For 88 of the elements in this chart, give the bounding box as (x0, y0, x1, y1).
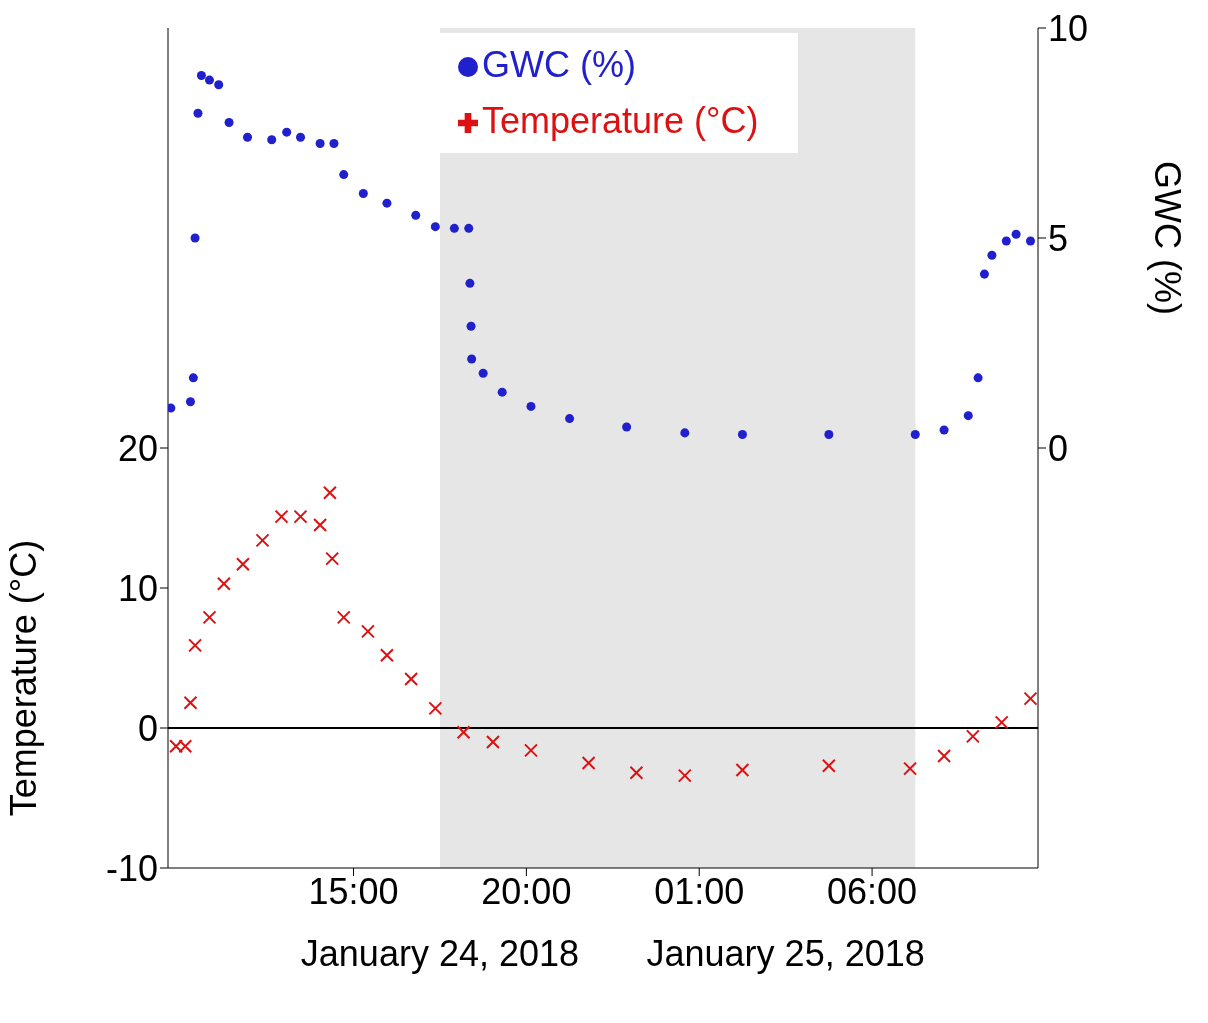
point (325, 551, 340, 566)
point (629, 765, 644, 780)
point (994, 715, 1009, 730)
point (293, 509, 308, 524)
point (296, 132, 306, 142)
text: January 24, 2018 (300, 933, 580, 974)
point (467, 354, 477, 364)
point (965, 729, 980, 744)
point (677, 768, 692, 783)
point (939, 425, 949, 435)
point (910, 430, 920, 440)
point (1023, 691, 1038, 706)
y-tick-label: 20 (117, 427, 158, 469)
y2-axis-title: GWC (%) (1147, 161, 1189, 315)
point (379, 648, 394, 663)
point (622, 422, 632, 432)
point (360, 624, 375, 639)
point (243, 132, 253, 142)
text: January 25, 2018 (646, 933, 925, 974)
point (1011, 229, 1021, 239)
point (428, 701, 443, 716)
point (937, 749, 952, 763)
point (456, 725, 471, 740)
point (322, 485, 337, 500)
x-tick-label: 15:00 (308, 870, 399, 912)
point (824, 430, 834, 440)
point (188, 373, 198, 383)
point (267, 135, 277, 145)
point (737, 430, 747, 440)
y-tick-label: -10 (105, 847, 158, 889)
point (466, 321, 476, 331)
point (315, 138, 325, 149)
y-tick-label: 10 (117, 567, 158, 609)
point (329, 138, 339, 149)
point (188, 638, 203, 653)
point (581, 756, 596, 770)
point (183, 695, 198, 710)
point (979, 269, 989, 279)
point (478, 368, 488, 378)
legend-label: GWC (%) (482, 44, 636, 85)
point (411, 210, 421, 220)
point (430, 222, 440, 232)
x-tick-label: 20:00 (481, 870, 572, 912)
x-tick-label: 06:00 (827, 870, 918, 912)
y2-tick-label: 0 (1048, 427, 1069, 469)
point (313, 518, 328, 532)
point (382, 198, 392, 208)
point (963, 411, 973, 421)
point (358, 188, 368, 198)
point (202, 610, 217, 625)
point (485, 735, 500, 749)
point (523, 743, 538, 758)
point (235, 557, 250, 572)
point (1001, 236, 1011, 246)
point (204, 75, 214, 85)
point (216, 576, 231, 591)
point (987, 250, 997, 260)
point (196, 70, 206, 80)
point (903, 761, 918, 776)
point (168, 403, 176, 413)
point (339, 170, 349, 180)
point (735, 763, 750, 777)
point (526, 401, 536, 411)
legend-label: Temperature (°C) (482, 100, 759, 141)
point (282, 127, 292, 137)
point (336, 610, 351, 625)
point (224, 117, 234, 128)
point (185, 397, 195, 407)
y2-tick-label: 5 (1048, 217, 1069, 259)
point (821, 758, 836, 773)
point (255, 533, 270, 548)
point (214, 80, 224, 90)
point (973, 373, 983, 383)
y2-tick-label: 10 (1048, 7, 1089, 49)
y-tick-label: 0 (137, 707, 158, 749)
point (680, 428, 690, 438)
point (193, 108, 203, 118)
y-axis-title: Temperature (°C) (2, 539, 44, 817)
point (1026, 236, 1036, 246)
point (274, 509, 289, 524)
point (497, 387, 507, 397)
x-tick-label: 01:00 (654, 870, 745, 912)
point (404, 672, 419, 686)
point (449, 223, 459, 233)
point (464, 223, 474, 233)
point (465, 278, 475, 288)
point (565, 414, 575, 424)
point (190, 233, 200, 243)
